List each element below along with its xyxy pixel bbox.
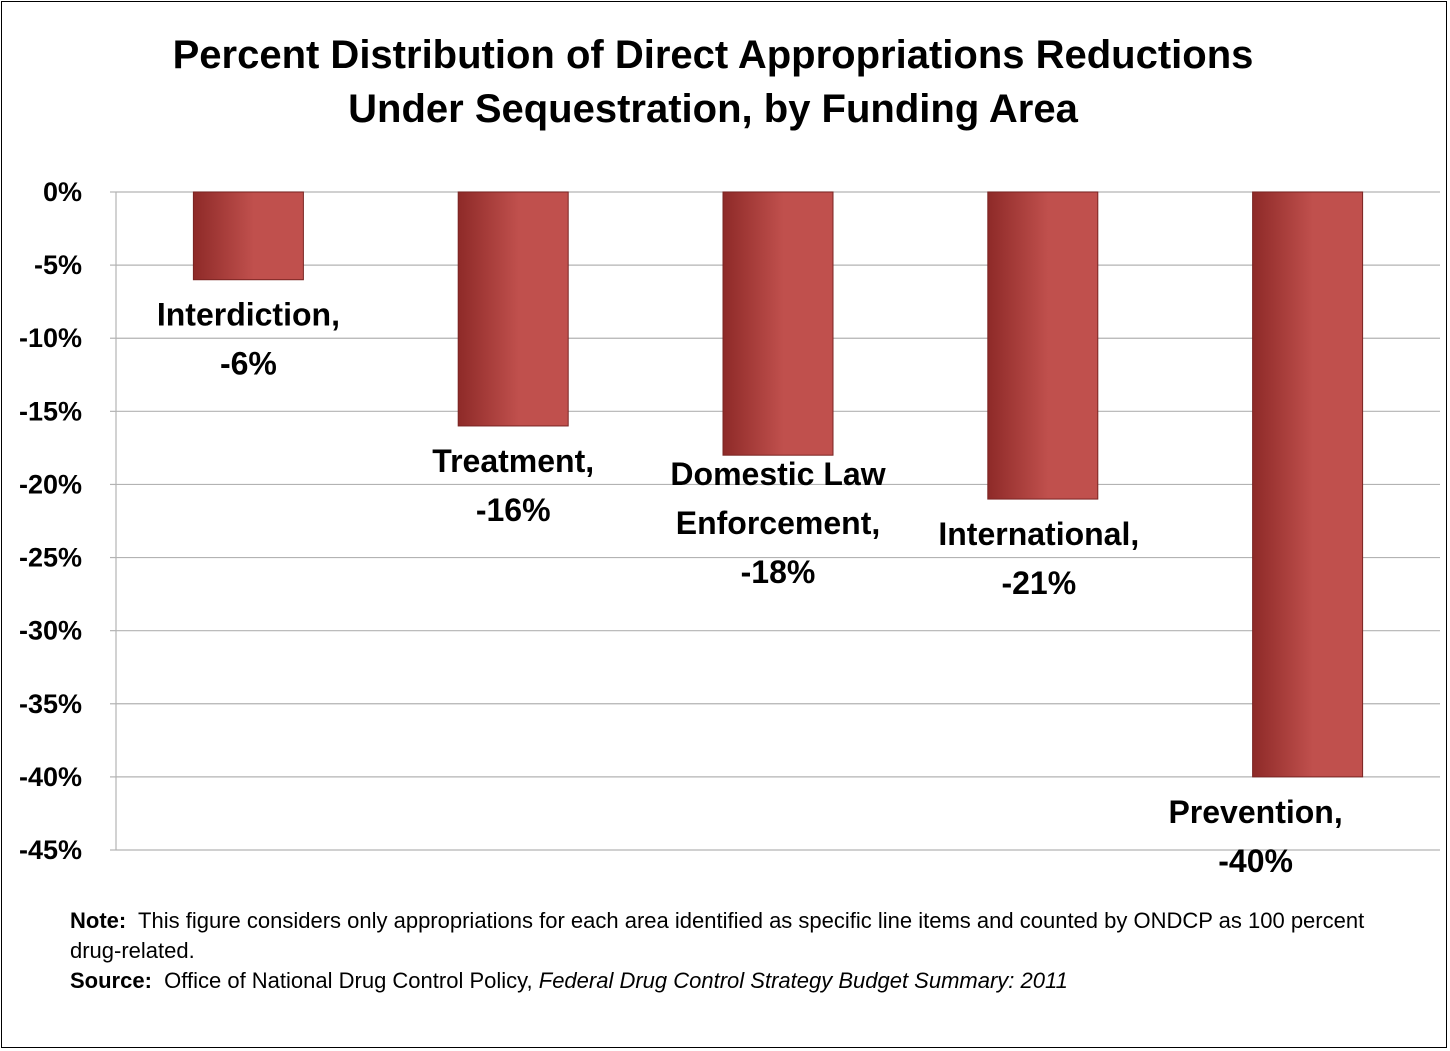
footnote: Note: This figure considers only appropr… [70, 906, 1390, 996]
data-label-line: -40% [1218, 843, 1293, 879]
data-label-line: -21% [1001, 565, 1076, 601]
chart-title-line-1: Percent Distribution of Direct Appropria… [172, 33, 1254, 77]
data-label-line: Prevention, [1168, 794, 1342, 830]
y-tick-label: -35% [19, 689, 82, 719]
y-tick-label: -30% [19, 616, 82, 646]
data-label-line: -18% [741, 554, 816, 590]
y-tick-label: 0% [43, 177, 82, 207]
data-label-prevention: Prevention, -40% [1168, 794, 1342, 879]
y-axis: 0% -5% -10% -15% -20% -25% -30% -35% -40% -45% [19, 177, 117, 865]
y-tick-label: -10% [19, 323, 82, 353]
bar-domestic-law-enforcement [722, 191, 834, 456]
bar-treatment [457, 191, 569, 427]
data-label-line: -6% [220, 346, 277, 382]
data-label-domestic-law-enforcement: Domestic Law Enforcement, -18% [670, 456, 885, 590]
data-label-treatment: Treatment, -16% [432, 443, 594, 528]
y-tick-label: -15% [19, 396, 82, 426]
bar-prevention [1252, 191, 1364, 778]
y-tick-label: -5% [34, 250, 82, 280]
data-label-line: -16% [476, 492, 551, 528]
data-label-interdiction: Interdiction, -6% [157, 297, 340, 382]
note-text: This figure considers only appropriation… [70, 908, 1365, 963]
y-tick-label: -20% [19, 469, 82, 499]
data-labels: Interdiction, -6% Treatment, -16% Domestic L… [157, 297, 1343, 879]
note-line: Note: This figure considers only appropr… [70, 906, 1390, 966]
data-label-line: International, [938, 516, 1139, 552]
y-tick-label: -25% [19, 543, 82, 573]
bars [192, 191, 1364, 778]
y-tick-label: -40% [19, 762, 82, 792]
source-text: Office of National Drug Control Policy, [164, 968, 533, 993]
data-label-international: International, -21% [938, 516, 1139, 601]
source-label: Source: [70, 968, 152, 993]
source-line: Source: Office of National Drug Control … [70, 966, 1390, 996]
bar-interdiction [192, 191, 304, 281]
data-label-line: Interdiction, [157, 297, 340, 333]
note-label: Note: [70, 908, 127, 933]
source-title: Federal Drug Control Strategy Budget Sum… [538, 968, 1068, 993]
data-label-line: Domestic Law [670, 456, 885, 492]
chart-title-line-2: Under Sequestration, by Funding Area [348, 87, 1078, 131]
data-label-line: Enforcement, [676, 505, 880, 541]
chart-title: Percent Distribution of Direct Appropria… [0, 28, 1426, 136]
y-tick-label: -45% [19, 835, 82, 865]
data-label-line: Treatment, [432, 443, 594, 479]
bar-international [987, 191, 1099, 500]
